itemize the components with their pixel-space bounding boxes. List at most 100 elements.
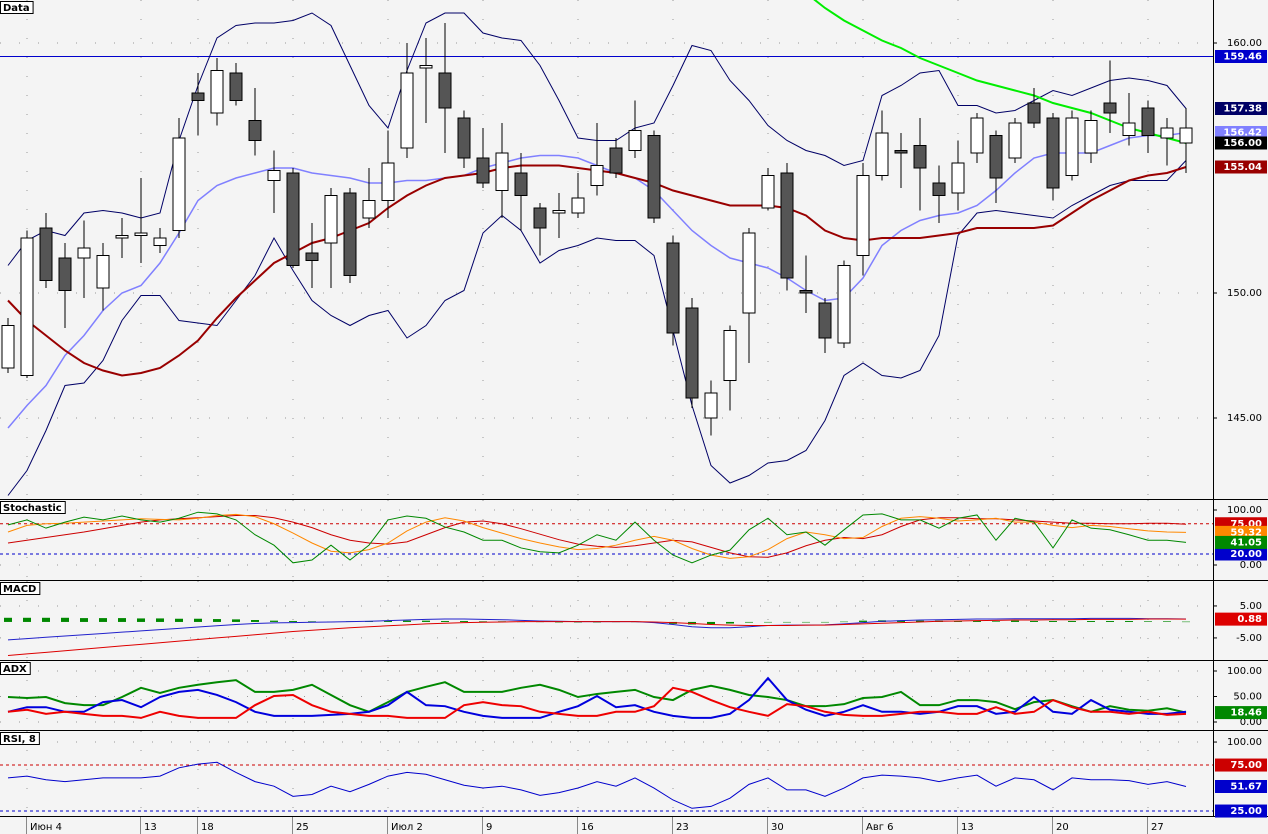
histogram-bar (1182, 621, 1190, 623)
candle-body (343, 192, 357, 276)
value-box (1215, 779, 1267, 793)
histogram-bar (1163, 621, 1171, 622)
candle-body (1160, 127, 1174, 139)
series-line (7, 761, 1187, 809)
candle-body (1065, 117, 1079, 176)
candle-body (609, 147, 623, 174)
histogram-bar (859, 620, 867, 622)
candle-body (1008, 122, 1022, 159)
histogram-bar (1144, 621, 1152, 622)
value-box (1215, 758, 1267, 772)
value-box (1215, 160, 1267, 174)
candle-body (742, 232, 756, 314)
y-tick-label: 100.00 (1227, 505, 1262, 516)
candle-body (704, 392, 718, 419)
histogram-bar (1049, 620, 1057, 622)
panel-title-box (0, 582, 41, 595)
x-tick-label: 13 (144, 822, 157, 833)
candle-body (1103, 102, 1117, 114)
candle-body (799, 290, 813, 294)
histogram-bar (1125, 620, 1133, 622)
histogram-bar (783, 621, 791, 623)
panel-title-box (0, 1, 34, 14)
panel-title-box (0, 732, 40, 745)
y-tick-label: 100.00 (1227, 666, 1262, 677)
value-box (1215, 706, 1267, 720)
histogram-bar (194, 618, 202, 622)
histogram-bar (384, 620, 392, 622)
histogram-bar (175, 618, 183, 622)
x-tick-label: 16 (581, 822, 594, 833)
candle-body (20, 237, 34, 376)
series-line (7, 160, 1187, 496)
candle-body (1141, 107, 1155, 136)
panel-title: MACD (3, 584, 36, 595)
histogram-bar (840, 621, 848, 623)
candle-body (761, 175, 775, 209)
candle-body (780, 172, 794, 279)
histogram-bar (916, 620, 924, 622)
histogram-bar (973, 620, 981, 622)
histogram-bar (23, 617, 31, 622)
candle-body (685, 307, 699, 399)
value-box-label: 75.00 (1230, 760, 1262, 771)
value-box-label: 25.00 (1230, 806, 1262, 817)
histogram-bar (4, 617, 12, 622)
candle-body (1084, 120, 1098, 154)
candle-body (58, 257, 72, 291)
panel-title: Data (3, 3, 30, 14)
histogram-bar (745, 621, 753, 623)
candle-body (970, 117, 984, 154)
histogram-bar (460, 620, 468, 622)
histogram-bar (213, 619, 221, 622)
candle-body (381, 162, 395, 201)
candle-body (989, 135, 1003, 179)
candle-body (96, 255, 110, 289)
value-box-label: 156.00 (1223, 138, 1262, 149)
candle-body (514, 172, 528, 196)
value-box (1215, 126, 1267, 139)
candle-body (875, 132, 889, 176)
histogram-bar (1011, 620, 1019, 622)
candle-body (324, 195, 338, 244)
histogram-bar (156, 618, 164, 622)
panel (0, 661, 1213, 730)
candle-body (1027, 102, 1041, 124)
value-box (1215, 525, 1267, 539)
value-box (1215, 804, 1267, 818)
histogram-bar (1030, 620, 1038, 622)
candle-body (951, 162, 965, 194)
value-box-label: 157.38 (1223, 104, 1262, 115)
candle-body (552, 210, 566, 214)
candle-body (495, 152, 509, 191)
panel (0, 500, 1213, 580)
y-tick-label: 150.00 (1227, 288, 1262, 299)
histogram-bar (403, 620, 411, 622)
candle-body (1179, 127, 1193, 144)
candle-body (590, 165, 604, 186)
candle-body (856, 175, 870, 256)
value-box (1215, 547, 1267, 561)
candle-body (818, 302, 832, 339)
candle-body (894, 150, 908, 154)
histogram-bar (99, 618, 107, 622)
histogram-bar (1068, 620, 1076, 622)
histogram-bar (289, 620, 297, 622)
value-box (1215, 102, 1267, 115)
value-box-label: 155.04 (1223, 162, 1262, 173)
candle-body (172, 137, 186, 231)
y-tick-label: 100.00 (1227, 737, 1262, 748)
y-tick-label: 160.00 (1227, 38, 1262, 49)
x-tick-label: Июл 2 (391, 822, 423, 833)
histogram-bar (42, 617, 50, 622)
value-box-label: 0.88 (1237, 614, 1262, 625)
panel (0, 731, 1213, 816)
histogram-bar (251, 620, 259, 622)
x-tick-label: 23 (676, 822, 689, 833)
series-line (7, 513, 1187, 559)
candle-body (932, 182, 946, 196)
candle-body (39, 227, 53, 281)
y-tick-label: 50.00 (1233, 691, 1262, 702)
candle-body (476, 157, 490, 184)
value-box-label: 51.67 (1230, 781, 1262, 792)
